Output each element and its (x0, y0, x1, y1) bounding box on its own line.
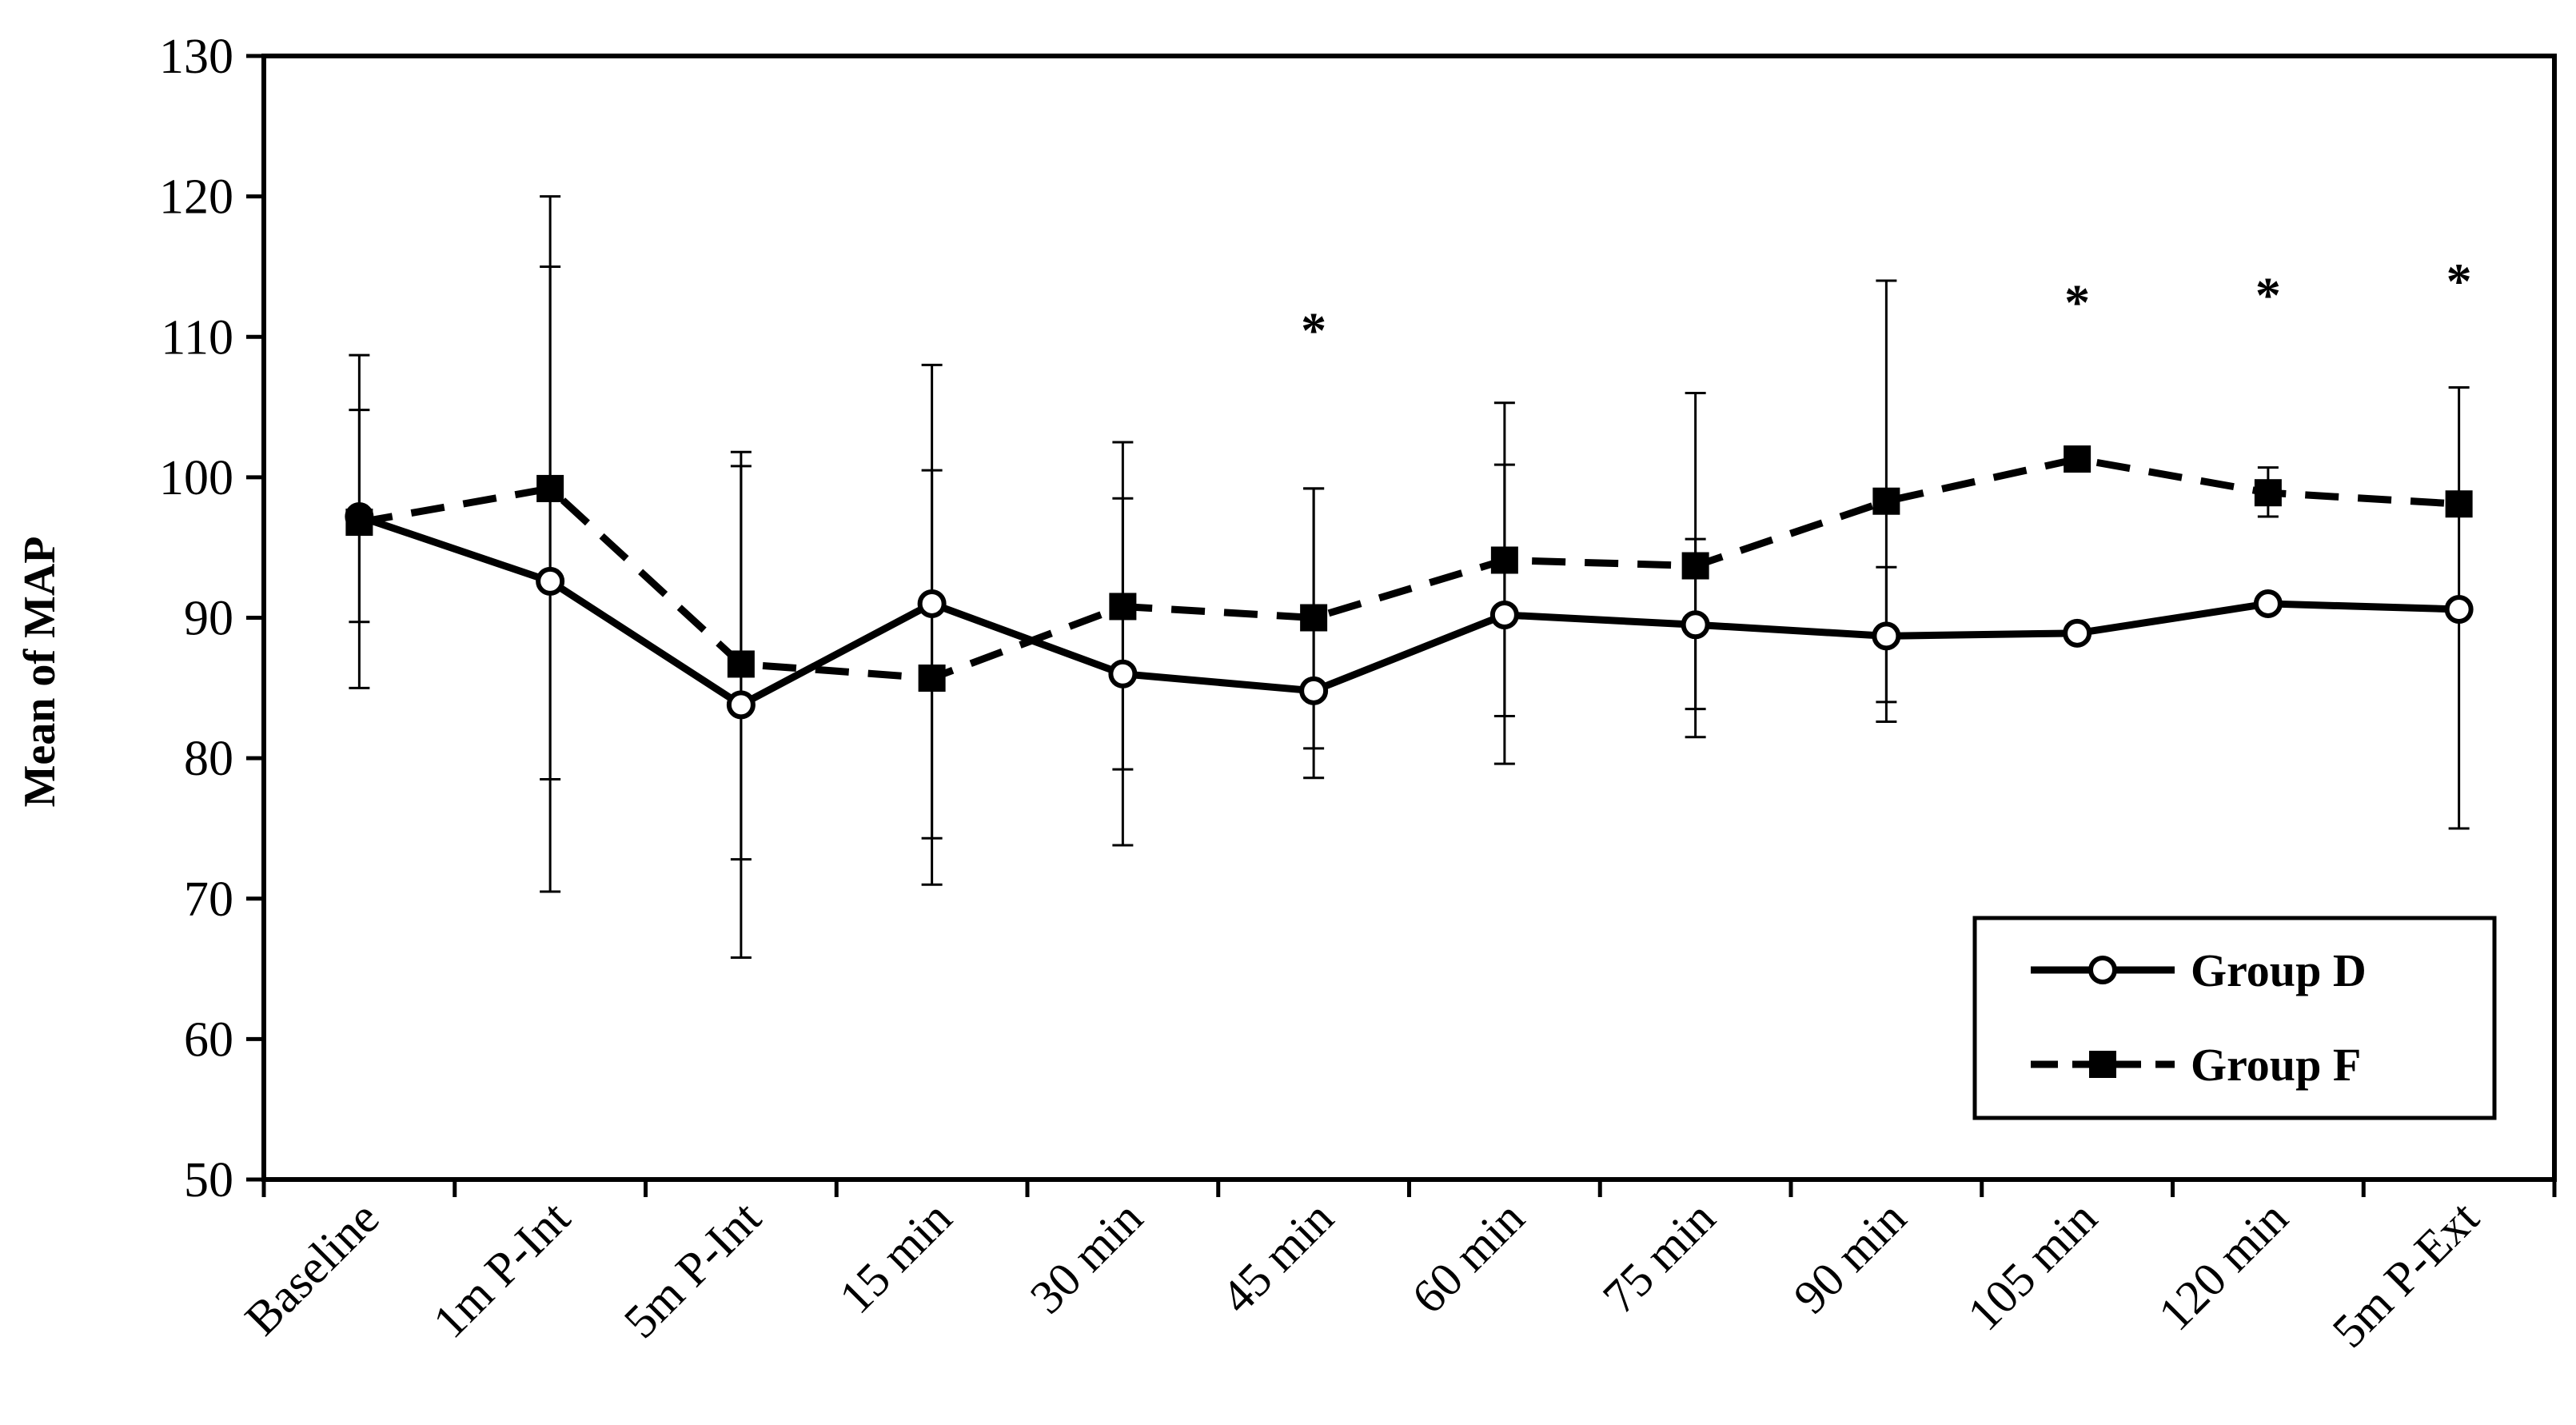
data-point-group-d (345, 502, 374, 532)
data-point-group-f (1109, 593, 1137, 621)
x-category-label: Baseline (235, 1191, 389, 1346)
data-point-group-f (1681, 552, 1709, 580)
legend-marker-group-d (2088, 956, 2117, 984)
x-category-label: 60 min (1402, 1191, 1534, 1324)
x-category-label: 75 min (1593, 1191, 1725, 1324)
y-tick-label: 60 (184, 1012, 233, 1067)
data-point-group-f (1300, 604, 1328, 632)
y-tick-label: 90 (184, 592, 233, 646)
data-point-group-f (2254, 479, 2282, 507)
data-point-group-d (1489, 600, 1519, 629)
legend: Group D Group F (1972, 916, 2497, 1120)
data-point-group-f (2064, 445, 2092, 473)
x-category-label: 45 min (1211, 1191, 1344, 1324)
x-category-label: 5m P-Int (614, 1191, 772, 1348)
data-point-group-d (726, 690, 756, 720)
data-point-group-f (727, 650, 755, 678)
significance-marker: * (2064, 273, 2090, 330)
data-point-group-f (536, 474, 564, 502)
legend-marker-group-f (2089, 1051, 2116, 1078)
data-point-group-d (536, 566, 565, 596)
data-point-group-d (917, 589, 947, 618)
x-category-label: 120 min (2148, 1191, 2298, 1341)
legend-label-group-d: Group D (2191, 944, 2367, 996)
data-point-group-d (1872, 621, 1901, 651)
data-point-group-f (1490, 546, 1518, 574)
x-category-label: 5m P-Ext (2323, 1191, 2489, 1357)
data-point-group-f (2445, 490, 2473, 518)
series-line-group-d (357, 513, 2459, 709)
y-tick-label: 80 (184, 732, 233, 786)
y-tick-label: 110 (161, 310, 233, 365)
data-point-group-d (2444, 594, 2474, 624)
x-category-label: 15 min (829, 1191, 962, 1324)
y-tick-label: 50 (184, 1153, 233, 1207)
data-point-group-d (1681, 610, 1710, 640)
data-point-group-d (1108, 659, 1138, 689)
y-tick-label: 120 (159, 170, 233, 225)
x-category-label: 105 min (1957, 1191, 2107, 1341)
significance-marker: * (2446, 253, 2472, 309)
x-category-label: 30 min (1020, 1191, 1153, 1324)
data-point-group-f (918, 665, 946, 693)
significance-marker: * (1301, 301, 1326, 358)
data-point-group-d (2253, 589, 2283, 618)
series-line-group-f (358, 455, 2459, 682)
data-point-group-f (1872, 487, 1900, 515)
x-category-label: 90 min (1784, 1191, 1916, 1324)
y-tick-label: 130 (159, 30, 233, 84)
data-point-group-d (2063, 618, 2092, 648)
y-tick-label: 70 (184, 872, 233, 927)
legend-box (1972, 916, 2497, 1120)
data-point-group-d (1299, 676, 1329, 705)
plot-area-frame (261, 54, 2557, 1182)
significance-marker: * (2255, 267, 2281, 324)
y-axis-label: Mean of MAP (15, 536, 65, 807)
y-tick-label: 100 (159, 451, 233, 505)
legend-label-group-f: Group F (2191, 1039, 2361, 1091)
x-category-label: 1m P-Int (423, 1191, 580, 1348)
